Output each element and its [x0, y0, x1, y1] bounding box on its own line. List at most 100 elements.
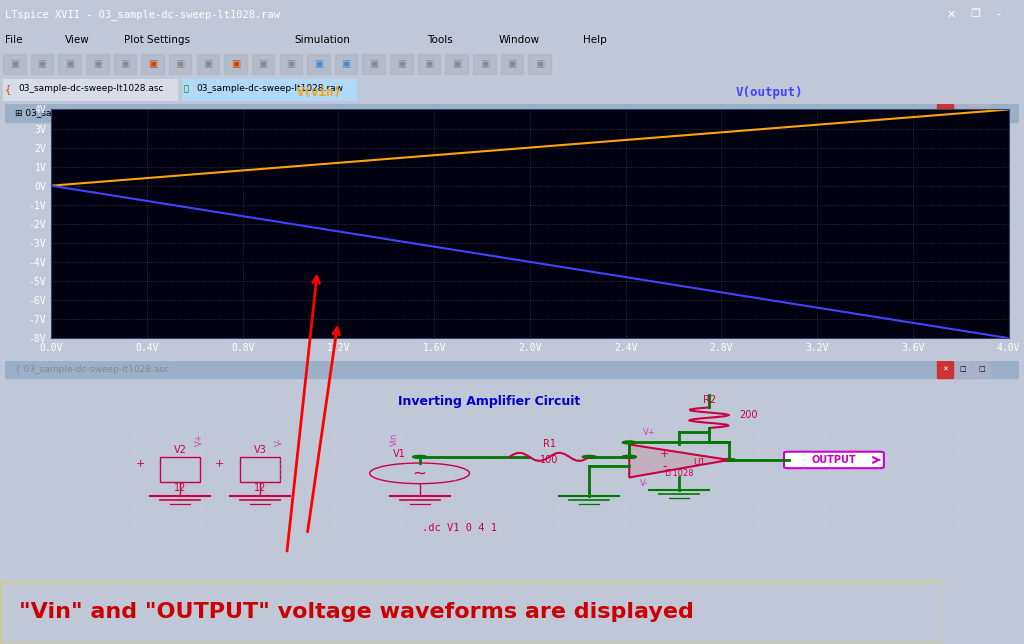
Text: Vin: Vin — [390, 433, 399, 446]
Text: □: □ — [978, 110, 985, 116]
Circle shape — [623, 441, 636, 444]
Text: ▣: ▣ — [258, 59, 268, 70]
Bar — [31, 55, 53, 74]
Text: ~: ~ — [413, 464, 427, 482]
V(output) — [506, 255, 518, 263]
Bar — [473, 55, 496, 74]
V(vin) — [980, 108, 992, 115]
Bar — [197, 55, 219, 74]
Text: View: View — [65, 35, 89, 44]
Bar — [335, 55, 357, 74]
V(vin) — [563, 140, 575, 148]
Text: .dc V1 0 4 1: .dc V1 0 4 1 — [422, 523, 497, 533]
Bar — [160, 457, 200, 482]
Text: V-: V- — [640, 479, 648, 488]
Text: ❐: ❐ — [970, 10, 980, 19]
Text: ▣: ▣ — [396, 59, 407, 70]
Bar — [141, 55, 164, 74]
Bar — [307, 55, 330, 74]
V(vin) — [829, 119, 842, 127]
Text: Help: Help — [583, 35, 606, 44]
Bar — [240, 457, 280, 482]
Text: { 03_sample-dc-sweep-lt1028.asc: { 03_sample-dc-sweep-lt1028.asc — [15, 365, 169, 374]
Text: ▣: ▣ — [452, 59, 462, 70]
Text: Simulation: Simulation — [294, 35, 350, 44]
Text: 12: 12 — [174, 483, 186, 493]
Text: ▣: ▣ — [341, 59, 351, 70]
V(vin) — [615, 137, 628, 144]
Bar — [58, 55, 81, 74]
Text: File: File — [5, 35, 23, 44]
Text: LT1028: LT1028 — [665, 469, 694, 478]
Text: ✕: ✕ — [942, 110, 948, 116]
Text: □: □ — [959, 110, 967, 116]
Text: ▣: ▣ — [286, 59, 296, 70]
Bar — [169, 55, 191, 74]
Text: ▣: ▣ — [313, 59, 324, 70]
Text: ▣: ▣ — [535, 59, 545, 70]
Text: ✕: ✕ — [942, 366, 948, 372]
Text: 12: 12 — [254, 483, 266, 493]
Text: ▣: ▣ — [203, 59, 213, 70]
Text: "Vin" and "OUTPUT" voltage waveforms are displayed: "Vin" and "OUTPUT" voltage waveforms are… — [18, 602, 693, 623]
Line: V(vin): V(vin) — [51, 109, 1009, 185]
Bar — [252, 55, 274, 74]
Text: ▣: ▣ — [175, 59, 185, 70]
Bar — [445, 55, 468, 74]
Bar — [3, 79, 177, 101]
Text: Plot Settings: Plot Settings — [124, 35, 189, 44]
Text: LTspice XVII - 03_sample-dc-sweep-lt1028.raw: LTspice XVII - 03_sample-dc-sweep-lt1028… — [5, 9, 281, 20]
Bar — [390, 55, 413, 74]
FancyBboxPatch shape — [784, 451, 884, 468]
Text: ▣: ▣ — [120, 59, 130, 70]
Text: Window: Window — [499, 35, 540, 44]
Bar — [280, 55, 302, 74]
Bar — [973, 104, 989, 122]
Bar — [3, 55, 26, 74]
Text: 200: 200 — [739, 410, 758, 420]
Text: ▣: ▣ — [369, 59, 379, 70]
V(output) — [45, 182, 57, 189]
Text: -: - — [662, 460, 667, 473]
Circle shape — [623, 455, 636, 459]
Bar — [418, 55, 440, 74]
Text: ▣: ▣ — [147, 59, 158, 70]
Text: □: □ — [959, 366, 967, 372]
Bar — [937, 361, 953, 378]
Text: ▣: ▣ — [37, 59, 47, 70]
Text: Inverting Amplifier Circuit: Inverting Amplifier Circuit — [398, 395, 581, 408]
Text: ✕: ✕ — [946, 10, 956, 19]
V(output) — [829, 307, 842, 314]
Text: ▣: ▣ — [65, 59, 75, 70]
Bar — [86, 55, 109, 74]
Bar — [362, 55, 385, 74]
Text: +: + — [215, 459, 224, 469]
Text: +: + — [135, 459, 144, 469]
Bar — [937, 104, 953, 122]
Text: R2: R2 — [702, 395, 716, 405]
Bar — [973, 361, 989, 378]
V(vin) — [506, 145, 518, 153]
Text: V(output): V(output) — [735, 86, 803, 99]
Circle shape — [623, 455, 636, 459]
Text: V(vin): V(vin) — [297, 86, 342, 99]
Text: +: + — [659, 449, 669, 459]
Text: V2: V2 — [173, 445, 186, 455]
Bar — [955, 361, 971, 378]
Text: 03_sample-dc-sweep-lt1028.asc: 03_sample-dc-sweep-lt1028.asc — [18, 84, 164, 93]
V(output) — [980, 330, 992, 338]
Bar — [5, 104, 1019, 122]
Bar — [501, 55, 523, 74]
V(output) — [615, 272, 628, 280]
V(output) — [1002, 334, 1015, 342]
Text: ▣: ▣ — [424, 59, 434, 70]
Bar — [5, 361, 1019, 378]
Text: V-: V- — [275, 438, 285, 446]
V(vin) — [500, 146, 512, 153]
Circle shape — [413, 455, 427, 459]
Bar — [955, 104, 971, 122]
Bar — [182, 79, 356, 101]
Text: 📈: 📈 — [184, 84, 191, 93]
Text: V+: V+ — [196, 434, 205, 446]
Bar — [528, 55, 551, 74]
